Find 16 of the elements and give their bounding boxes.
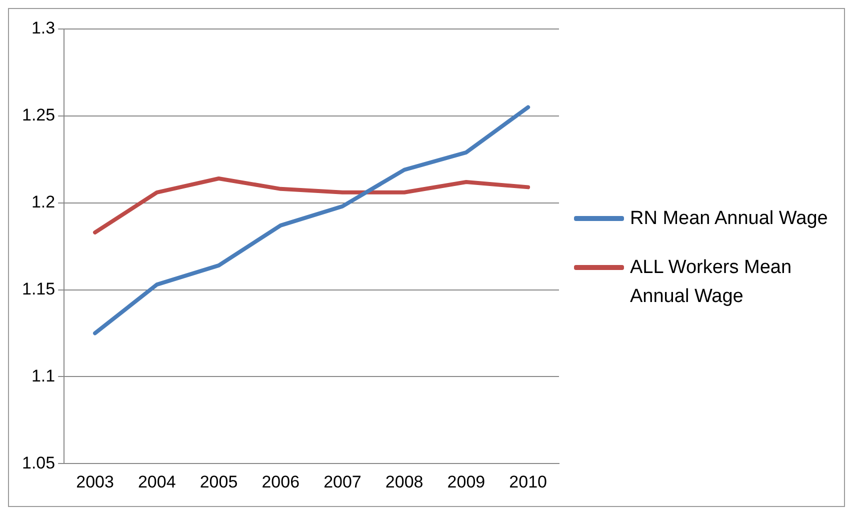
x-tick-label: 2006 — [262, 472, 300, 492]
y-tick-label: 1.05 — [22, 453, 56, 472]
x-tick-label: 2005 — [200, 472, 238, 492]
x-tick-label: 2004 — [138, 472, 176, 492]
y-tick-label: 1.3 — [31, 18, 56, 38]
x-tick-label: 2007 — [324, 472, 362, 492]
legend-label: RN Mean Annual Wage — [630, 207, 828, 231]
x-tick-label: 2009 — [447, 472, 486, 492]
legend-label: ALL Workers Mean Annual Wage — [630, 256, 793, 309]
x-tick-label: 2008 — [385, 472, 424, 492]
y-tick-label: 1.2 — [31, 192, 56, 212]
y-tick-label: 1.25 — [22, 106, 56, 125]
y-tick-label: 1.1 — [31, 366, 56, 386]
y-tick-label: 1.15 — [22, 279, 56, 298]
x-tick-label: 2010 — [509, 472, 547, 492]
x-tick-label: 2003 — [76, 472, 114, 492]
